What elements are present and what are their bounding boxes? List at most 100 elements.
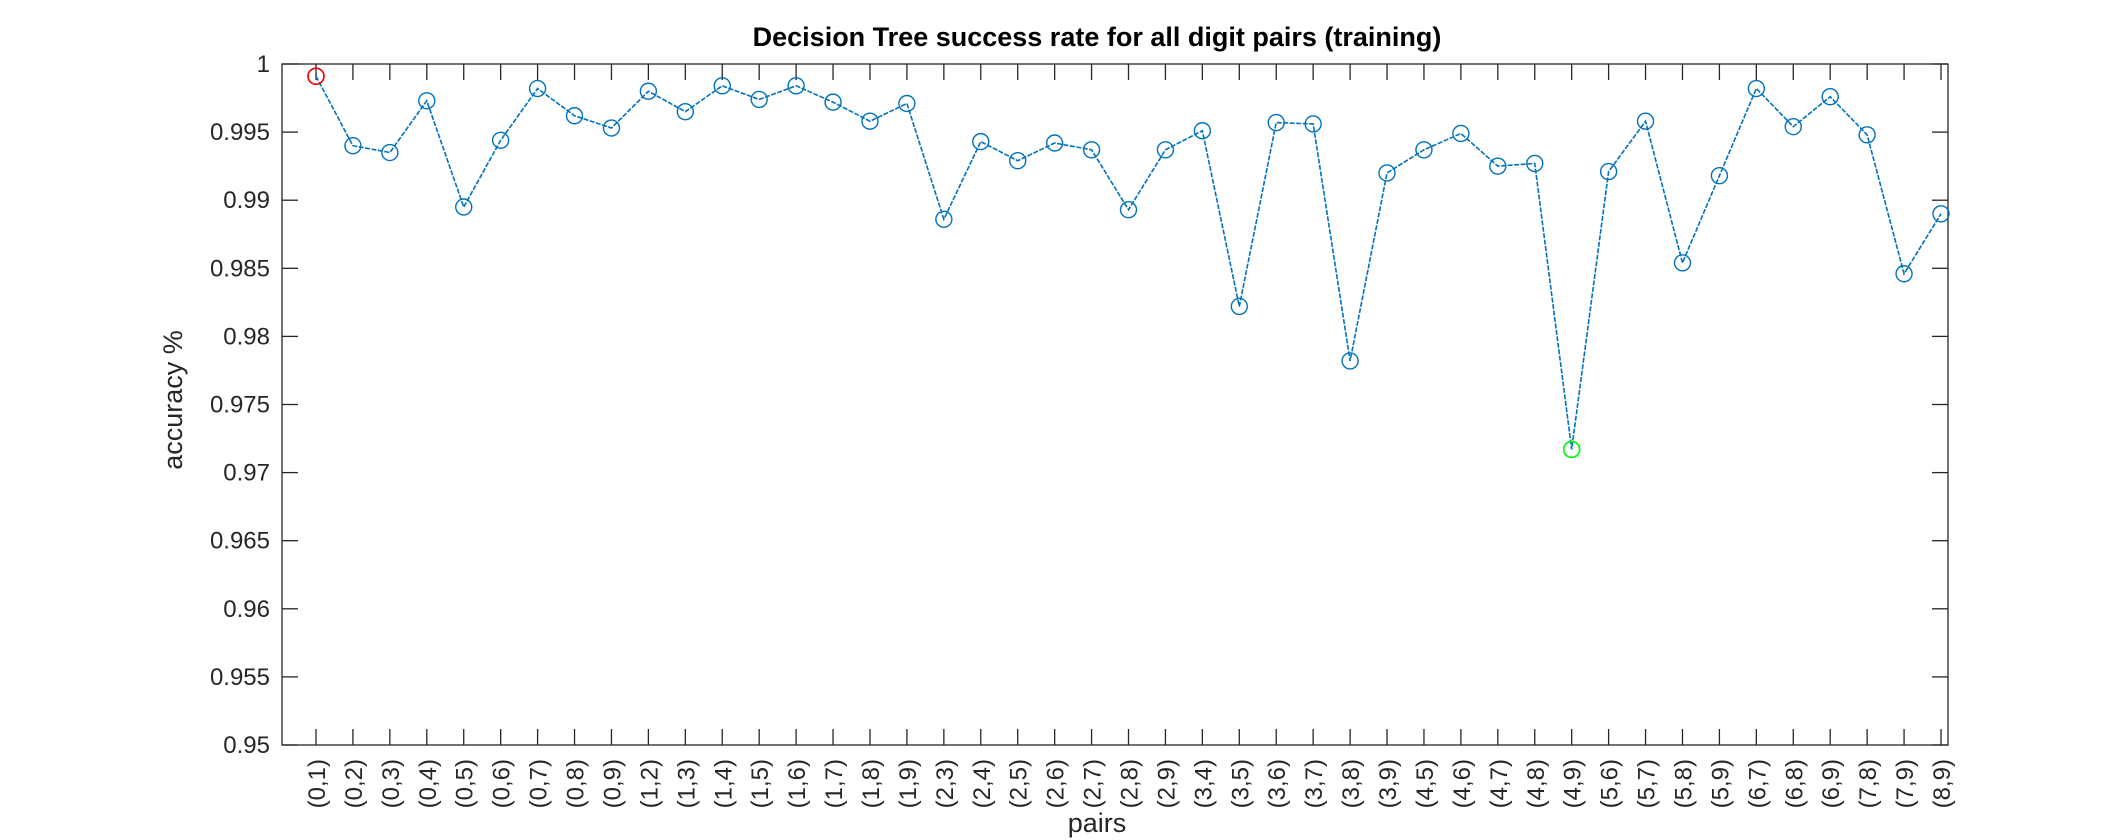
x-axis-label: pairs (1068, 808, 1127, 838)
x-tick-label: (6,8) (1781, 759, 1808, 808)
data-point (1710, 166, 1729, 185)
data-point (602, 119, 621, 137)
data-point (344, 137, 362, 155)
data-point (565, 107, 584, 125)
data-point (1489, 157, 1507, 175)
x-tick-label: (1,9) (895, 759, 922, 808)
x-tick-label: (5,8) (1670, 759, 1697, 808)
data-point (455, 198, 473, 216)
x-tick-label: (2,7) (1080, 759, 1107, 808)
y-tick-label: 0.97 (223, 460, 270, 487)
data-point (935, 210, 953, 228)
x-tick-label: (0,8) (563, 759, 590, 808)
x-tick-label: (6,7) (1744, 759, 1771, 808)
data-point (713, 77, 731, 95)
x-tick-label: (2,9) (1153, 759, 1180, 808)
data-point (972, 132, 990, 151)
data-point (676, 102, 695, 121)
x-tick-label: (1,2) (636, 759, 663, 808)
data-point (1156, 141, 1175, 159)
data-point (418, 92, 436, 110)
data-point (1045, 134, 1064, 152)
x-tick-label: (3,6) (1264, 759, 1291, 808)
x-tick-label: (3,8) (1338, 759, 1365, 808)
data-point (861, 112, 879, 130)
x-tick-label: (1,5) (747, 759, 774, 808)
y-tick-label: 0.995 (210, 119, 270, 146)
data-point (1747, 79, 1766, 98)
data-point (528, 79, 547, 98)
x-tick-label: (2,6) (1043, 759, 1070, 808)
y-tick-label: 1 (257, 51, 270, 78)
x-tick-label: (4,6) (1449, 759, 1476, 808)
x-tick-label: (2,5) (1006, 759, 1033, 808)
x-tick-label: (0,3) (378, 759, 405, 808)
x-tick-label: (0,9) (599, 759, 626, 808)
chart-title: Decision Tree success rate for all digit… (753, 22, 1442, 52)
x-tick-label: (0,4) (415, 759, 442, 808)
data-point (1895, 265, 1913, 283)
data-point (1636, 112, 1655, 130)
data-point (1341, 352, 1359, 370)
data-point (1858, 126, 1876, 144)
y-tick-label: 0.955 (210, 664, 270, 691)
x-tick-label: (0,7) (526, 759, 553, 808)
x-tick-label: (5,7) (1634, 759, 1661, 808)
x-tick-label: (3,4) (1190, 759, 1217, 808)
x-tick-label: (0,2) (341, 759, 368, 808)
y-tick-label: 0.965 (210, 528, 270, 555)
data-point (1784, 117, 1802, 136)
x-tick-label: (2,3) (932, 759, 959, 808)
y-tick-label: 0.98 (223, 323, 270, 350)
data-point (1304, 115, 1322, 133)
x-tick-label: (6,9) (1818, 759, 1845, 808)
data-point (1378, 164, 1396, 182)
x-tick-label: (3,5) (1227, 759, 1254, 808)
data-point (491, 131, 510, 149)
y-tick-label: 0.95 (223, 732, 270, 759)
x-tick-label: (1,6) (784, 759, 811, 808)
y-tick-label: 0.96 (223, 596, 270, 623)
data-point (1599, 162, 1618, 181)
data-point (824, 93, 842, 111)
plot-area: 0.95 0.955 0.96 0.965 0.97 0.975 0.98 0.985 0.99… (210, 51, 1956, 808)
x-tick-label: (4,9) (1560, 759, 1587, 808)
x-tick-label: (3,7) (1301, 759, 1328, 808)
x-tick-label: (5,9) (1707, 759, 1734, 808)
x-tick-label: (1,4) (710, 759, 737, 808)
x-tick-label: (4,7) (1486, 759, 1513, 808)
data-point (1267, 113, 1285, 132)
x-tick-label: (0,1) (304, 759, 331, 808)
x-tick-label: (1,8) (858, 759, 885, 808)
data-point (1193, 122, 1212, 140)
min-point-marker (1562, 440, 1581, 459)
x-tick-label: (0,5) (452, 759, 479, 808)
data-point (1230, 297, 1248, 316)
data-point (1082, 141, 1101, 159)
y-tick-label: 0.985 (210, 255, 270, 282)
data-point (750, 90, 768, 109)
max-point-marker (307, 67, 325, 86)
x-tick-label: (1,7) (821, 759, 848, 808)
y-tick-label: 0.99 (223, 187, 270, 214)
data-point (1415, 141, 1433, 159)
data-point (898, 94, 916, 113)
x-tick-label: (8,9) (1929, 759, 1956, 808)
data-point (1673, 254, 1692, 272)
data-point (1821, 87, 1839, 106)
x-tick-label: (7,8) (1855, 759, 1882, 808)
data-point (639, 82, 658, 100)
series-line (315, 75, 1942, 450)
x-tick-label: (2,8) (1117, 759, 1144, 808)
y-axis-label: accuracy % (158, 330, 188, 470)
x-tick-label: (2,4) (969, 759, 996, 808)
x-tick-label: (5,6) (1597, 759, 1624, 808)
data-point (1119, 201, 1138, 219)
data-point (381, 143, 399, 162)
data-point (1452, 124, 1470, 143)
data-point (1009, 152, 1027, 170)
x-tick-label: (7,9) (1892, 759, 1919, 808)
data-point (787, 77, 805, 95)
